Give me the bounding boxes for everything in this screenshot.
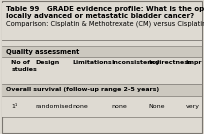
Text: none: none (111, 104, 127, 109)
Text: randomised: randomised (36, 104, 73, 109)
Text: Overall survival (follow-up range 2-5 years): Overall survival (follow-up range 2-5 ye… (6, 87, 159, 92)
Text: Design: Design (36, 60, 60, 65)
Text: studies: studies (11, 67, 37, 72)
Text: Inconsistency: Inconsistency (111, 60, 160, 65)
Bar (2, 57, 202, 84)
Text: 1¹: 1¹ (11, 104, 18, 109)
Text: locally advanced or metastatic bladder cancer?: locally advanced or metastatic bladder c… (6, 13, 194, 19)
Text: none: none (72, 104, 88, 109)
Bar (2, 46, 202, 57)
Bar (2, 40, 202, 46)
Text: very: very (186, 104, 200, 109)
Text: Indirectness: Indirectness (148, 60, 192, 65)
Text: No of: No of (11, 60, 30, 65)
Bar (2, 84, 202, 96)
Text: Table 99   GRADE evidence profile: What is the optimal first: Table 99 GRADE evidence profile: What is… (6, 6, 204, 12)
Text: Impr: Impr (186, 60, 202, 65)
Bar (2, 3, 202, 40)
Text: None: None (148, 104, 164, 109)
Text: Quality assessment: Quality assessment (6, 49, 79, 55)
Bar (2, 96, 202, 117)
Text: Comparison: Cisplatin & Methotrexate (CM) versus Cisplatin (C): Comparison: Cisplatin & Methotrexate (CM… (6, 21, 204, 27)
Text: Limitations: Limitations (72, 60, 112, 65)
